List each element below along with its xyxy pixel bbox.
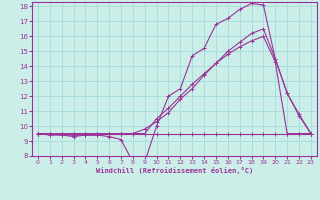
X-axis label: Windchill (Refroidissement éolien,°C): Windchill (Refroidissement éolien,°C) bbox=[96, 167, 253, 174]
